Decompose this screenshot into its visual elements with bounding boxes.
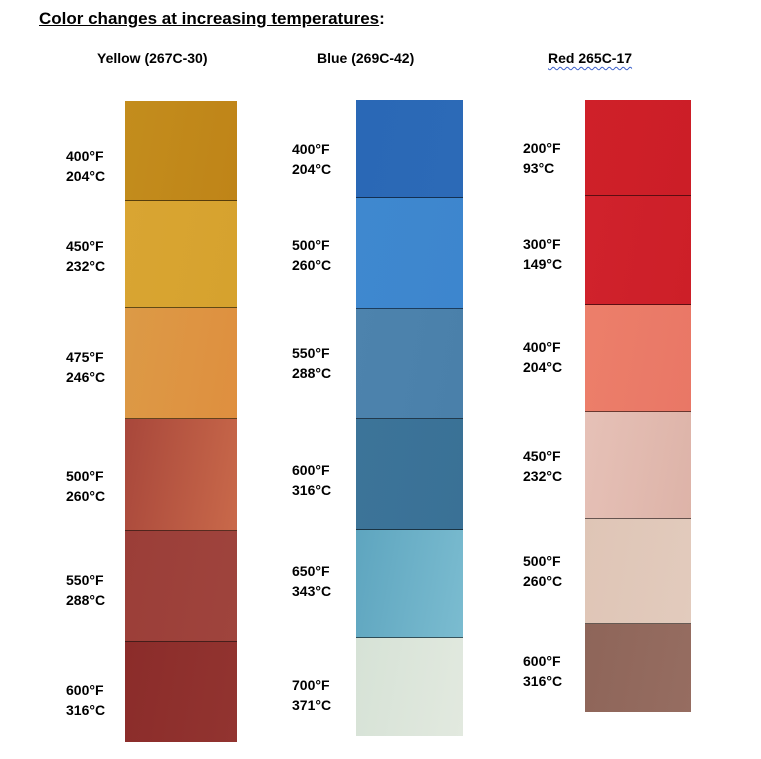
red-temperature-label: 600°F 316°C: [523, 651, 562, 691]
yellow-temperature-label: 400°F 204°C: [66, 146, 105, 186]
page-title: Color changes at increasing temperatures…: [39, 9, 385, 29]
celsius-value: 204°C: [523, 359, 563, 375]
red-temperature-label: 200°F 93°C: [523, 138, 561, 178]
yellow-swatch: [125, 531, 237, 642]
fahrenheit-value: 450°F: [66, 238, 104, 254]
fahrenheit-value: 400°F: [523, 339, 561, 355]
blue-swatch: [356, 419, 463, 530]
celsius-value: 149°C: [523, 256, 563, 272]
blue-swatch: [356, 198, 463, 309]
fahrenheit-value: 500°F: [292, 237, 330, 253]
red-temperature-label: 300°F 149°C: [523, 234, 562, 274]
red-swatch: [585, 624, 691, 712]
blue-temperature-label: 700°F 371°C: [292, 675, 331, 715]
fahrenheit-value: 600°F: [523, 653, 561, 669]
red-temperature-label: 450°F 232°C: [523, 446, 562, 486]
fahrenheit-value: 500°F: [66, 468, 104, 484]
red-swatch: [585, 100, 691, 196]
celsius-value: 316°C: [523, 673, 563, 689]
red-swatch: [585, 519, 691, 624]
blue-temperature-label: 550°F 288°C: [292, 343, 331, 383]
yellow-temperature-label: 500°F 260°C: [66, 466, 105, 506]
celsius-value: 260°C: [66, 488, 106, 504]
yellow-swatch: [125, 642, 237, 742]
fahrenheit-value: 600°F: [66, 682, 104, 698]
yellow-temperature-label: 450°F 232°C: [66, 236, 105, 276]
blue-temperature-label: 500°F 260°C: [292, 235, 331, 275]
fahrenheit-value: 400°F: [66, 148, 104, 164]
celsius-value: 204°C: [292, 161, 332, 177]
celsius-value: 288°C: [66, 592, 106, 608]
column-header-yellow: Yellow (267C-30): [97, 50, 208, 66]
blue-swatch-strip: [356, 100, 463, 736]
red-temperature-label: 500°F 260°C: [523, 551, 562, 591]
yellow-swatch-strip: [125, 101, 237, 742]
fahrenheit-value: 200°F: [523, 140, 561, 156]
column-header-blue: Blue (269C-42): [317, 50, 415, 66]
celsius-value: 232°C: [66, 258, 106, 274]
yellow-swatch: [125, 201, 237, 308]
red-temperature-label: 400°F 204°C: [523, 337, 562, 377]
yellow-swatch: [125, 101, 237, 201]
blue-temperature-label: 400°F 204°C: [292, 139, 331, 179]
red-swatch: [585, 305, 691, 412]
celsius-value: 260°C: [523, 573, 563, 589]
title-colon: :: [379, 9, 385, 28]
yellow-swatch: [125, 419, 237, 531]
yellow-temperature-label: 600°F 316°C: [66, 680, 105, 720]
celsius-value: 204°C: [66, 168, 106, 184]
yellow-temperature-label: 475°F 246°C: [66, 347, 105, 387]
red-swatch-strip: [585, 100, 691, 712]
fahrenheit-value: 700°F: [292, 677, 330, 693]
blue-swatch: [356, 638, 463, 736]
blue-temperature-label: 650°F 343°C: [292, 561, 331, 601]
red-swatch: [585, 412, 691, 519]
fahrenheit-value: 550°F: [66, 572, 104, 588]
celsius-value: 316°C: [292, 482, 332, 498]
blue-temperature-label: 600°F 316°C: [292, 460, 331, 500]
fahrenheit-value: 400°F: [292, 141, 330, 157]
celsius-value: 371°C: [292, 697, 332, 713]
fahrenheit-value: 450°F: [523, 448, 561, 464]
fahrenheit-value: 550°F: [292, 345, 330, 361]
fahrenheit-value: 475°F: [66, 349, 104, 365]
celsius-value: 246°C: [66, 369, 106, 385]
celsius-value: 343°C: [292, 583, 332, 599]
yellow-temperature-label: 550°F 288°C: [66, 570, 105, 610]
fahrenheit-value: 300°F: [523, 236, 561, 252]
celsius-value: 316°C: [66, 702, 106, 718]
fahrenheit-value: 650°F: [292, 563, 330, 579]
blue-swatch: [356, 309, 463, 419]
red-swatch: [585, 196, 691, 305]
fahrenheit-value: 500°F: [523, 553, 561, 569]
celsius-value: 93°C: [523, 160, 555, 176]
celsius-value: 288°C: [292, 365, 332, 381]
blue-swatch: [356, 530, 463, 638]
title-text: Color changes at increasing temperatures: [39, 9, 380, 28]
celsius-value: 232°C: [523, 468, 563, 484]
column-header-red: Red 265C-17: [548, 50, 633, 66]
celsius-value: 260°C: [292, 257, 332, 273]
blue-swatch: [356, 100, 463, 198]
yellow-swatch: [125, 308, 237, 419]
fahrenheit-value: 600°F: [292, 462, 330, 478]
